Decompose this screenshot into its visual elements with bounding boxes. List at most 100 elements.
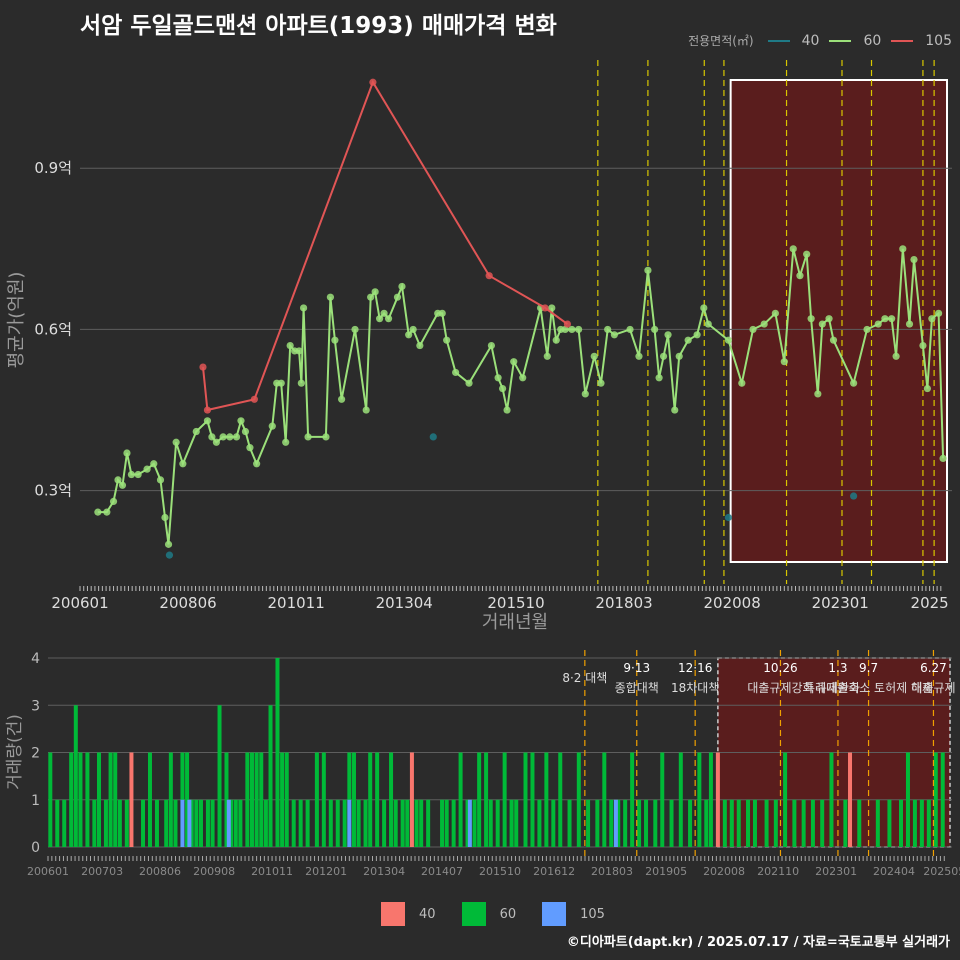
volume-bar-60 [544, 752, 549, 847]
data-point-60 [164, 540, 173, 548]
data-point-60 [150, 460, 158, 468]
y-tick-label: 0.9억 [34, 159, 72, 177]
legend-box-105 [542, 902, 567, 926]
legend-bottom-label-60: 60 [499, 906, 517, 922]
data-point-60 [286, 341, 294, 350]
legend-label-60: 60 [863, 32, 882, 49]
data-point-60 [928, 315, 936, 323]
volume-bar-60 [595, 799, 600, 847]
data-point-60 [338, 395, 346, 403]
volume-bar-60 [268, 705, 273, 847]
bar-x-tick-label: 201510 [479, 865, 521, 878]
volume-bar-60 [708, 752, 713, 847]
data-point-60 [881, 315, 889, 323]
volume-bar-60 [602, 752, 607, 847]
data-point-105 [541, 304, 549, 312]
data-point-60 [299, 304, 308, 312]
volume-bar-60 [752, 799, 757, 847]
data-point-60 [874, 320, 882, 328]
data-point-60 [179, 460, 187, 468]
y-tick-label: 0.3억 [34, 482, 72, 500]
volume-bar-60 [746, 799, 751, 847]
bottom-legend: 40 60 105 [0, 902, 960, 926]
volume-bar-60 [210, 799, 215, 847]
volume-bar-60 [198, 799, 203, 847]
volume-bar-60 [164, 799, 169, 847]
data-point-60 [700, 304, 708, 312]
data-point-60 [268, 422, 276, 430]
volume-bar-60 [764, 799, 769, 847]
volume-bar-60 [576, 752, 581, 847]
policy-date-label: 6.27 [920, 661, 947, 675]
data-point-60 [863, 325, 871, 334]
volume-bar-60 [249, 752, 254, 847]
data-point-60 [304, 433, 312, 441]
data-point-105 [203, 406, 212, 414]
volume-bar-105 [467, 799, 472, 847]
data-point-60 [519, 374, 527, 382]
volume-bar-60 [62, 799, 67, 847]
volume-bar-60 [103, 799, 108, 847]
bar-x-tick-label: 202404 [873, 865, 915, 878]
volume-bar-60 [173, 799, 178, 847]
bar-y-axis-title: 거래량(건) [5, 714, 25, 790]
data-point-60 [351, 325, 359, 334]
data-point-60 [905, 320, 914, 328]
data-point-60 [892, 352, 900, 360]
volume-bar-60 [444, 799, 449, 847]
data-point-60 [803, 250, 811, 258]
bar-x-tick-label: 200601 [27, 865, 69, 878]
x-tick-label: 2025 [911, 594, 949, 612]
data-point-40 [429, 433, 437, 441]
policy-date-label: 12·16 [678, 661, 712, 675]
data-point-60 [172, 438, 180, 446]
policy-name-label: 대출규제강화 [747, 681, 813, 695]
data-point-105 [563, 320, 572, 328]
volume-bar-60 [630, 752, 635, 847]
policy-name-label: 18차대책 [671, 680, 719, 695]
volume-bar-60 [108, 752, 113, 847]
data-point-60 [561, 325, 569, 334]
data-point-40 [724, 513, 733, 522]
volume-bar-60 [259, 752, 264, 847]
volume-bar-60 [368, 752, 373, 847]
bar-x-tick-label: 201803 [591, 865, 633, 878]
volume-bar-60 [229, 799, 234, 847]
x-tick-label: 201510 [487, 594, 544, 612]
volume-bar-60 [484, 752, 489, 847]
volume-bar-60 [736, 799, 741, 847]
data-point-60 [789, 245, 797, 253]
volume-bar-60 [393, 799, 398, 847]
data-point-60 [934, 309, 943, 317]
data-point-60 [590, 352, 598, 360]
volume-bar-40 [715, 752, 720, 847]
data-point-60 [331, 336, 339, 344]
chart-title: 서암 두일골드맨션 아파트(1993) 매매가격 변화 [80, 13, 557, 39]
x-tick-label: 201011 [268, 594, 325, 612]
data-point-60 [510, 358, 518, 366]
volume-bar-60 [85, 752, 90, 847]
volume-bar-60 [405, 799, 410, 847]
bar-y-tick-label: 4 [31, 651, 40, 667]
volume-bar-60 [875, 799, 880, 847]
data-point-60 [684, 336, 692, 344]
legend-key-60 [829, 39, 852, 42]
data-point-60 [825, 315, 833, 323]
volume-bar-60 [697, 752, 702, 847]
data-point-105 [485, 272, 493, 280]
volume-bar-105 [226, 799, 231, 847]
bar-y-tick-label: 3 [31, 698, 40, 714]
data-point-40 [165, 551, 174, 559]
bar-x-tick-label: 201011 [251, 865, 293, 878]
data-point-60 [362, 406, 370, 414]
data-point-60 [575, 325, 583, 334]
data-point-60 [850, 379, 858, 387]
data-point-60 [760, 320, 768, 328]
volume-bar-60 [472, 799, 477, 847]
data-point-60 [796, 272, 804, 280]
legend-box-60 [461, 902, 486, 926]
bar-x-tick-label: 202110 [757, 865, 799, 878]
bar-x-tick-label: 201201 [305, 865, 347, 878]
volume-bar-60 [537, 799, 542, 847]
data-point-60 [465, 379, 473, 387]
